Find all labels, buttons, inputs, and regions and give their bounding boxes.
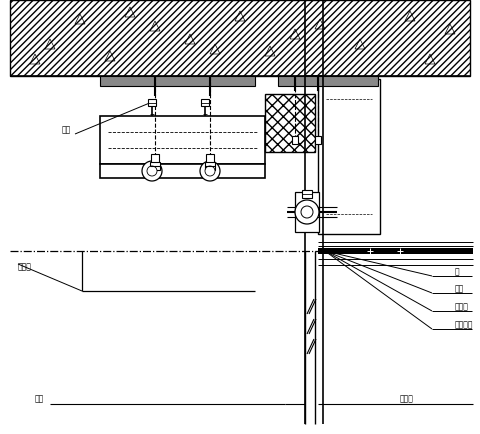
- Bar: [150, 162, 160, 170]
- Bar: [318, 79, 380, 234]
- Bar: [151, 154, 159, 164]
- Text: 预埋件: 预埋件: [18, 262, 32, 271]
- Bar: [302, 190, 312, 198]
- Text: 楼层线: 楼层线: [400, 394, 414, 403]
- Bar: [100, 76, 255, 86]
- Circle shape: [295, 200, 319, 224]
- Bar: [292, 136, 298, 144]
- Circle shape: [301, 206, 313, 218]
- Text: 玻: 玻: [455, 267, 460, 276]
- Text: 玻璃面板: 玻璃面板: [455, 320, 473, 329]
- Bar: [100, 164, 265, 178]
- Bar: [148, 99, 156, 106]
- Circle shape: [147, 166, 157, 176]
- Text: 锚栓: 锚栓: [62, 125, 71, 134]
- Text: 结构胶: 结构胶: [455, 302, 469, 311]
- Bar: [205, 162, 215, 170]
- Bar: [278, 76, 378, 86]
- Bar: [315, 136, 321, 144]
- Bar: [265, 94, 315, 152]
- Bar: [265, 94, 315, 152]
- Text: 玻璃: 玻璃: [455, 284, 464, 293]
- Bar: [206, 154, 214, 164]
- Bar: [318, 248, 473, 254]
- Bar: [100, 116, 265, 164]
- Bar: [201, 99, 209, 106]
- Text: 楼层: 楼层: [35, 394, 44, 403]
- Circle shape: [142, 161, 162, 181]
- Bar: [10, 0, 470, 76]
- Bar: [295, 192, 319, 232]
- Circle shape: [200, 161, 220, 181]
- Circle shape: [205, 166, 215, 176]
